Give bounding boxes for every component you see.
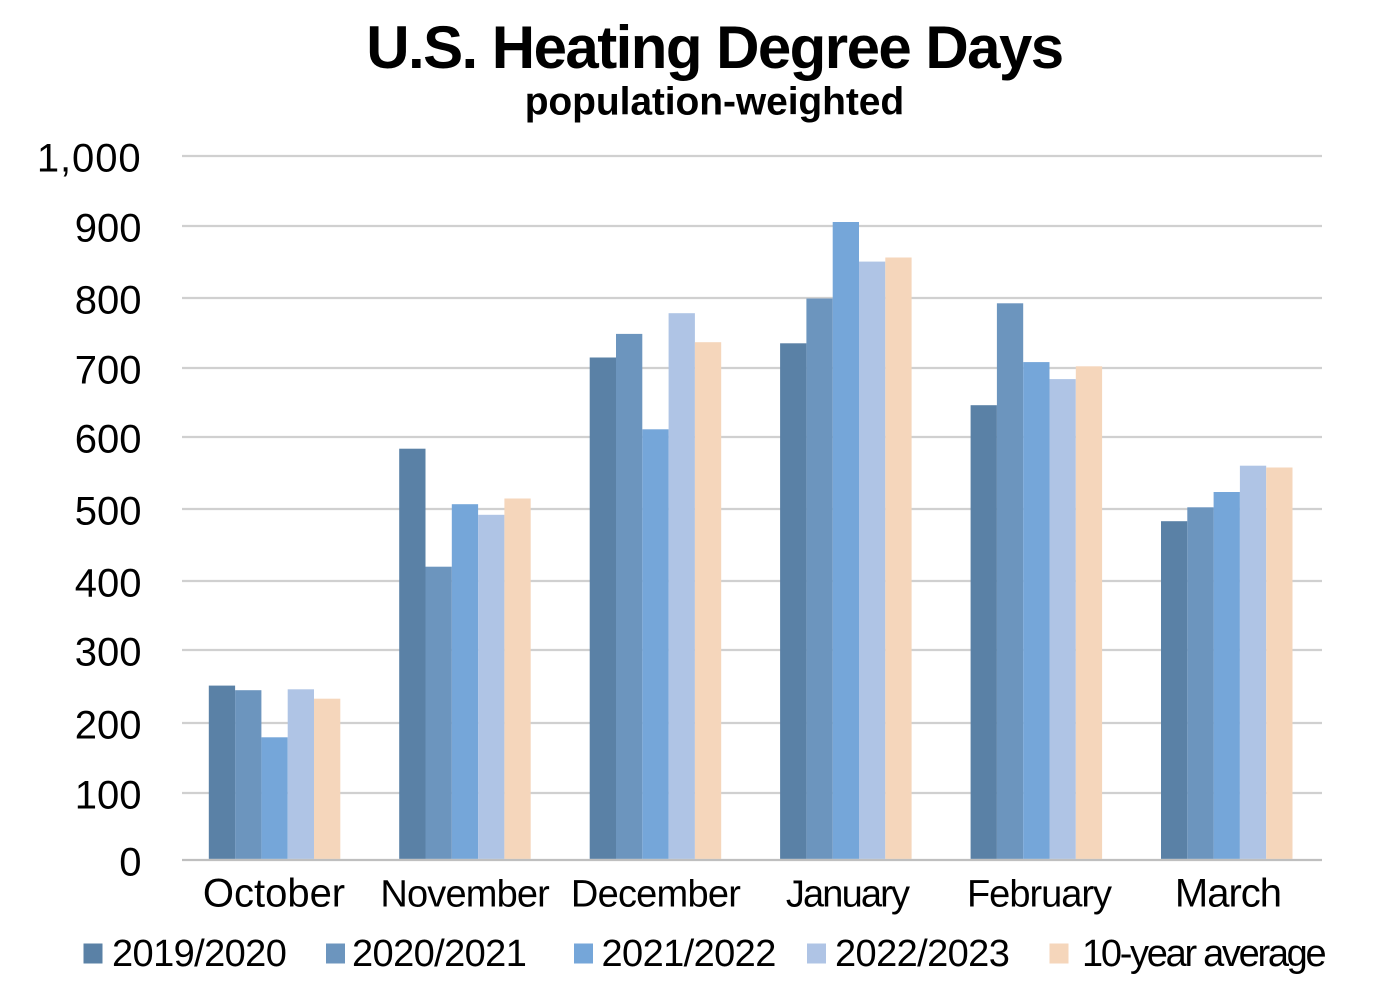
svg-text:2019/2020: 2019/2020 xyxy=(112,933,286,975)
svg-text:2022/2023: 2022/2023 xyxy=(835,933,1009,975)
svg-text:1,000: 1,000 xyxy=(37,136,142,180)
svg-text:2020/2021: 2020/2021 xyxy=(352,933,526,975)
svg-text:400: 400 xyxy=(75,561,142,605)
svg-text:100: 100 xyxy=(75,773,142,817)
svg-text:300: 300 xyxy=(75,630,142,674)
svg-text:700: 700 xyxy=(75,348,142,392)
svg-text:10-year average: 10-year average xyxy=(1082,933,1326,975)
svg-text:800: 800 xyxy=(75,278,142,322)
svg-text:600: 600 xyxy=(75,417,142,461)
svg-text:2021/2022: 2021/2022 xyxy=(602,933,776,975)
svg-text:900: 900 xyxy=(75,206,142,250)
svg-text:population-weighted: population-weighted xyxy=(525,81,904,124)
svg-text:November: November xyxy=(380,874,550,916)
svg-text:200: 200 xyxy=(75,703,142,747)
svg-text:March: March xyxy=(1175,872,1281,916)
svg-text:December: December xyxy=(571,874,741,916)
svg-text:October: October xyxy=(203,872,345,916)
svg-text:February: February xyxy=(967,874,1112,916)
svg-text:0: 0 xyxy=(119,840,141,884)
svg-text:January: January xyxy=(786,874,910,916)
svg-text:500: 500 xyxy=(75,489,142,533)
svg-text:U.S. Heating Degree Days: U.S. Heating Degree Days xyxy=(366,14,1062,81)
